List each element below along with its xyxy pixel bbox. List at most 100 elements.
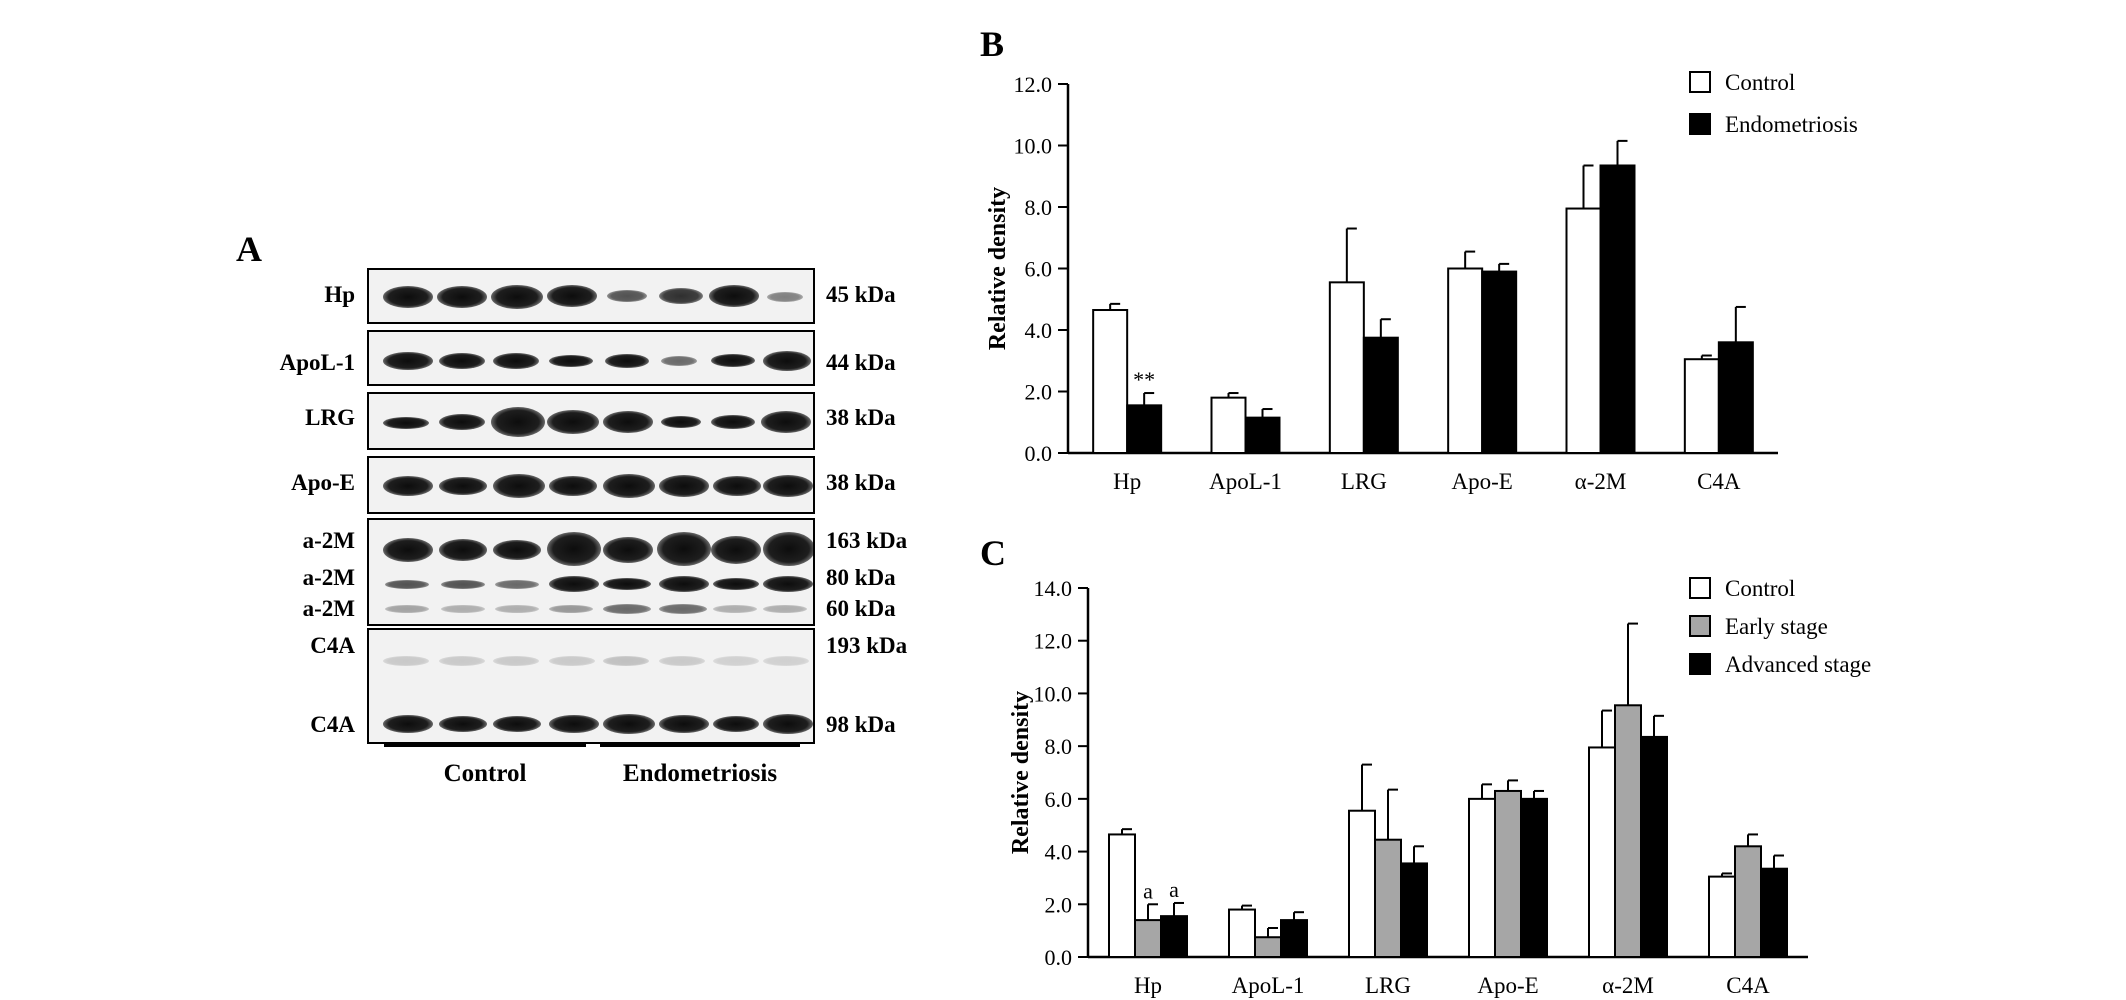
bar-apol-1-early-stage	[1254, 936, 1282, 959]
significance-annotation: a	[1169, 877, 1179, 902]
bar-c4a-advanced-stage	[1760, 867, 1788, 959]
western-blot-panel: A Hp ApoL-1 LRG Apo-E a-2M a-2M a-2M C4A…	[0, 0, 960, 1000]
x-tick-label-lrg: LRG	[1341, 469, 1387, 494]
control-group-label: Control	[443, 760, 527, 787]
bar-chart-b: B 0.0 2.0 4.0 6.0 8.0 10.0 12.0 Relative density…	[980, 24, 1858, 494]
y-tick-label: 0.0	[1025, 441, 1053, 466]
bar-lrg-control	[1328, 281, 1365, 454]
y-axis-label: Relative density	[1008, 691, 1034, 854]
y-tick-label: 12.0	[1014, 72, 1053, 97]
y-tick-label: 2.0	[1025, 380, 1053, 405]
bar-apo-e-advanced-stage	[1520, 797, 1548, 958]
bar-2m-advanced-stage	[1640, 735, 1668, 958]
bar-c4a-control	[1708, 875, 1736, 958]
row-label-apol1: ApoL-1	[279, 350, 355, 375]
bar-apol-1-control	[1228, 908, 1256, 958]
row-label-c4a-193: C4A	[310, 633, 355, 658]
panel-b-letter: B	[980, 24, 1004, 64]
bar-c4a-control	[1683, 358, 1720, 454]
blot-strip-apol1	[367, 330, 815, 386]
blot-strip-c4a	[367, 628, 815, 744]
panel-a-letter: A	[236, 229, 262, 269]
bar-2m-early-stage	[1614, 704, 1642, 958]
x-tick-label-c4a: C4A	[1697, 469, 1741, 494]
significance-annotation: **	[1133, 367, 1155, 392]
y-tick-label: 0.0	[1045, 945, 1073, 970]
control-group-line	[384, 744, 586, 747]
kda-label-c4a-98: 98 kDa	[826, 712, 896, 737]
bar-2m-control	[1565, 207, 1602, 454]
bar-hp-control	[1108, 833, 1136, 959]
bar-hp-control	[1092, 309, 1129, 455]
kda-label-a2m-60: 60 kDa	[826, 596, 896, 621]
y-tick-label: 4.0	[1045, 840, 1073, 865]
legend-label-control: Control	[1725, 70, 1795, 95]
y-tick-label: 2.0	[1045, 892, 1073, 917]
legend-swatch-control	[1689, 577, 1711, 599]
significance-annotation: a	[1143, 878, 1153, 903]
y-tick-label: 12.0	[1034, 629, 1073, 654]
bar-apol-1-endometriosis	[1244, 416, 1281, 455]
row-label-apoe: Apo-E	[291, 470, 355, 495]
bar-2m-endometriosis	[1599, 164, 1636, 455]
endometriosis-group-label: Endometriosis	[622, 760, 778, 787]
row-label-c4a-98: C4A	[310, 712, 355, 737]
row-label-a2m-163: a-2M	[302, 528, 355, 553]
legend-label-control: Control	[1725, 576, 1795, 601]
bar-hp-endometriosis	[1126, 404, 1163, 454]
x-tick-label-hp: Hp	[1134, 973, 1162, 998]
legend-label-advanced-stage: Advanced stage	[1725, 652, 1871, 677]
bar-chart-c: C 0.0 2.0 4.0 6.0 8.0 10.0 12.0 14.0 Relative den…	[980, 533, 1871, 998]
x-tick-label-hp: Hp	[1113, 469, 1141, 494]
legend-swatch-endometriosis	[1689, 113, 1711, 135]
y-tick-label: 8.0	[1045, 734, 1073, 759]
y-tick-label: 10.0	[1034, 681, 1073, 706]
x-tick-label-apo-e: Apo-E	[1477, 973, 1538, 998]
x-tick-label-apo-e: Apo-E	[1452, 469, 1513, 494]
y-tick-label: 6.0	[1025, 257, 1053, 282]
row-label-a2m-80: a-2M	[302, 565, 355, 590]
kda-label-c4a-193: 193 kDa	[826, 633, 908, 658]
bar-lrg-endometriosis	[1362, 336, 1399, 454]
panel-c-letter: C	[980, 533, 1006, 573]
legend-label-early-stage: Early stage	[1725, 614, 1828, 639]
blot-strip-apoe	[367, 456, 815, 514]
x-tick-label-c4a: C4A	[1726, 973, 1770, 998]
bar-lrg-advanced-stage	[1400, 862, 1428, 958]
bar-hp-advanced-stage	[1160, 915, 1188, 958]
kda-label-apol1: 44 kDa	[826, 350, 896, 375]
bar-apol-1-advanced-stage	[1280, 919, 1308, 959]
blot-strip-a2m	[367, 518, 815, 626]
y-tick-label: 8.0	[1025, 195, 1053, 220]
bar-c4a-endometriosis	[1717, 341, 1754, 454]
kda-label-a2m-163: 163 kDa	[826, 528, 908, 553]
row-label-lrg: LRG	[305, 405, 355, 430]
kda-label-lrg: 38 kDa	[826, 405, 896, 430]
legend-swatch-early-stage	[1689, 615, 1711, 637]
x-tick-label-2m: α-2M	[1575, 469, 1627, 494]
bar-apo-e-control	[1468, 797, 1496, 958]
x-tick-label-2m: α-2M	[1602, 973, 1654, 998]
y-axis-label: Relative density	[985, 187, 1011, 350]
bar-apo-e-control	[1447, 267, 1484, 454]
bar-c4a-early-stage	[1734, 845, 1762, 958]
bar-2m-control	[1588, 746, 1616, 958]
y-tick-label: 14.0	[1034, 576, 1073, 601]
y-tick-label: 4.0	[1025, 318, 1053, 343]
legend-swatch-control	[1689, 71, 1711, 93]
bar-apo-e-endometriosis	[1481, 270, 1518, 455]
row-label-hp: Hp	[324, 282, 355, 307]
x-tick-label-apol-1: ApoL-1	[1232, 973, 1305, 998]
bar-apol-1-control	[1210, 396, 1247, 454]
endometriosis-group-line	[600, 744, 800, 747]
bar-lrg-control	[1348, 809, 1376, 959]
row-label-a2m-60: a-2M	[302, 596, 355, 621]
legend-label-endometriosis: Endometriosis	[1725, 112, 1858, 137]
kda-label-apoe: 38 kDa	[826, 470, 896, 495]
x-tick-label-apol-1: ApoL-1	[1209, 469, 1282, 494]
kda-label-hp: 45 kDa	[826, 282, 896, 307]
bar-lrg-early-stage	[1374, 838, 1402, 959]
bar-hp-early-stage	[1134, 919, 1162, 959]
bar-apo-e-early-stage	[1494, 789, 1522, 959]
blot-strip-hp	[367, 268, 815, 324]
